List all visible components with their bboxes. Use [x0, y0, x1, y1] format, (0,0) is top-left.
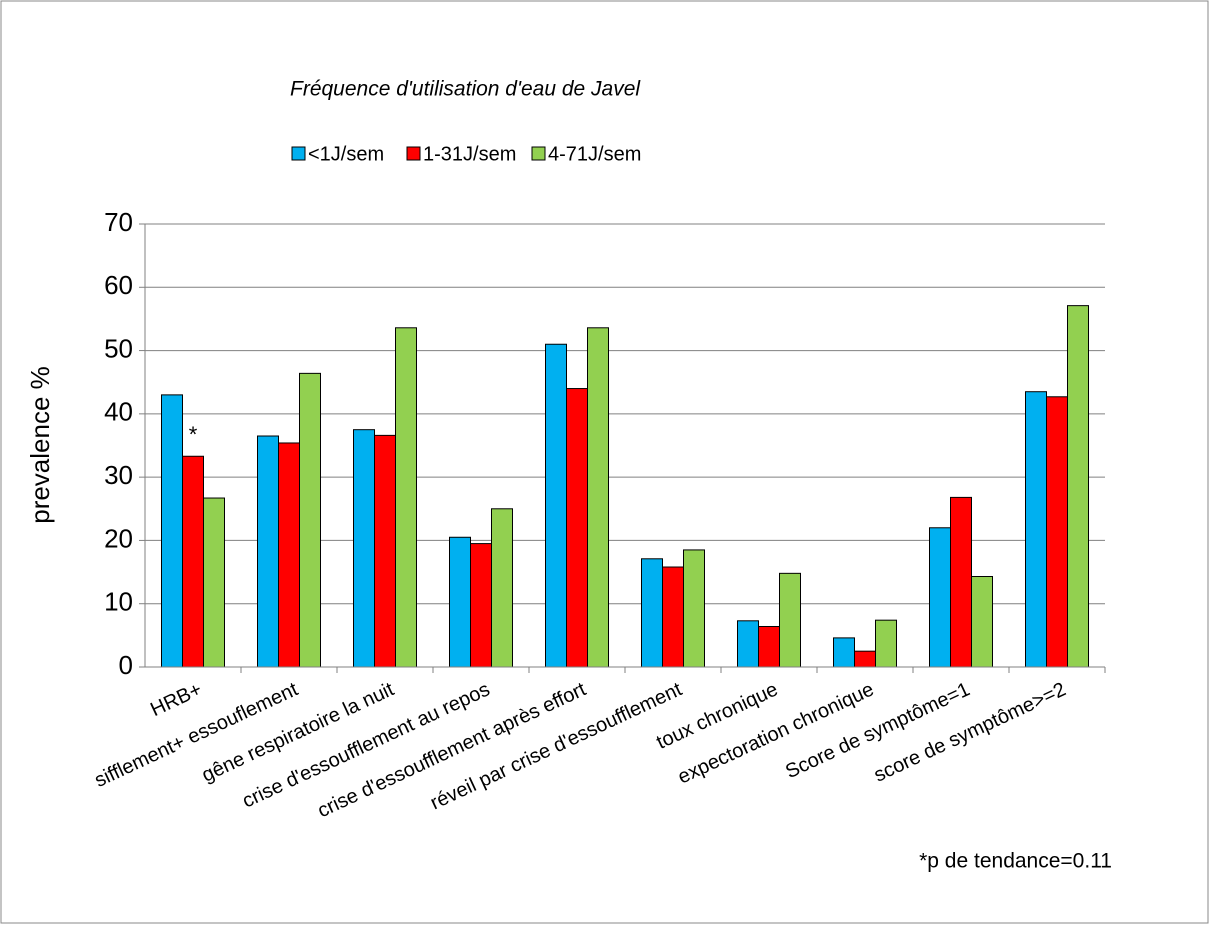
bar	[203, 497, 225, 668]
legend-label: <1J/sem	[308, 143, 384, 165]
legend-label: 4-71J/sem	[548, 143, 641, 165]
bar	[971, 576, 993, 668]
bar	[758, 625, 780, 668]
legend-label: 1-31J/sem	[423, 143, 516, 165]
bar	[182, 455, 204, 668]
bar	[854, 650, 876, 668]
bar	[662, 566, 684, 668]
bar	[1025, 391, 1047, 668]
bar	[779, 572, 801, 668]
bar	[833, 637, 855, 668]
annotation: *	[189, 422, 198, 447]
bar	[1046, 396, 1068, 668]
y-tick-label: 70	[104, 207, 133, 237]
y-axis-label: prevalence %	[25, 366, 55, 524]
bar	[566, 388, 588, 668]
bar	[278, 442, 300, 668]
legend-swatch	[406, 146, 421, 161]
y-tick-label: 40	[104, 397, 133, 427]
bar	[161, 394, 183, 668]
bar	[491, 508, 513, 668]
legend-swatch	[291, 146, 306, 161]
bar	[299, 372, 321, 668]
bar	[587, 327, 609, 668]
bar	[257, 435, 279, 668]
bar	[395, 327, 417, 668]
chart-title: Fréquence d'utilisation d'eau de Javel	[290, 78, 641, 101]
legend-swatch	[531, 146, 546, 161]
y-tick-label: 60	[104, 270, 133, 300]
y-tick-label: 10	[104, 587, 133, 617]
bar	[353, 429, 375, 668]
bar	[641, 558, 663, 668]
bar	[929, 527, 951, 668]
bar	[875, 619, 897, 668]
y-tick-label: 30	[104, 460, 133, 490]
bar	[950, 496, 972, 668]
y-tick-label: 50	[104, 333, 133, 363]
annotation: *p de tendance=0.11	[919, 850, 1112, 873]
bar	[470, 543, 492, 668]
y-tick-label: 0	[119, 650, 133, 680]
bar	[374, 434, 396, 668]
bar	[1067, 305, 1089, 668]
bar	[449, 536, 471, 668]
y-tick-label: 20	[104, 523, 133, 553]
bar	[737, 620, 759, 668]
bar	[545, 343, 567, 668]
bar	[683, 549, 705, 668]
